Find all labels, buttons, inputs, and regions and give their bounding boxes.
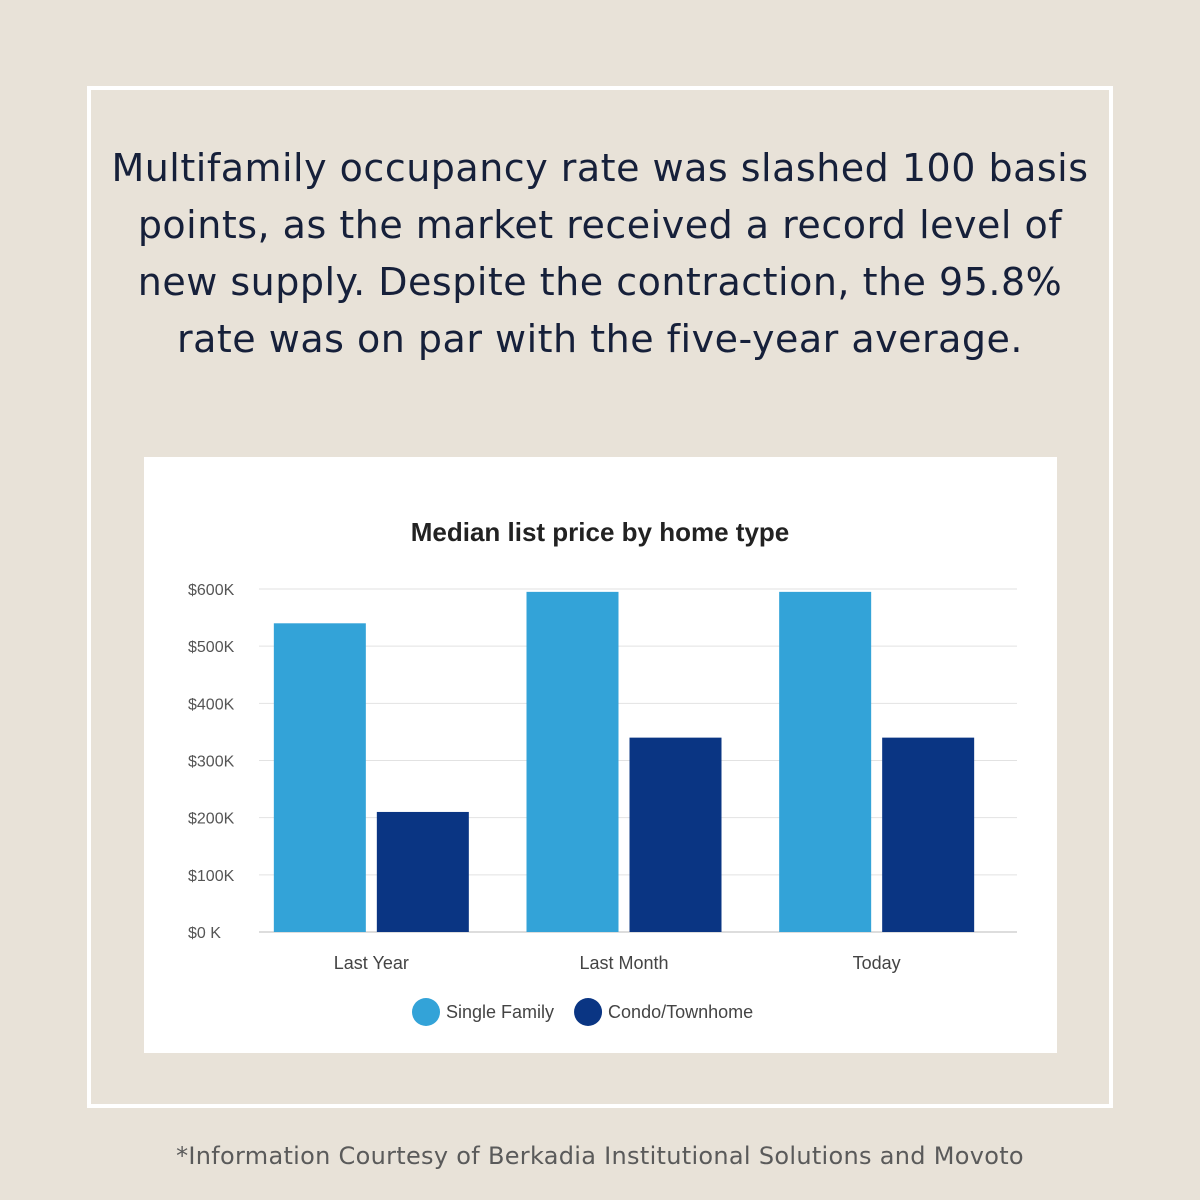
y-tick-label: $500K xyxy=(188,639,235,656)
legend-label: Single Family xyxy=(446,1002,554,1022)
legend-label: Condo/Townhome xyxy=(608,1002,753,1022)
x-category-label: Last Month xyxy=(579,953,668,973)
bar-single-family-today xyxy=(779,591,872,932)
y-tick-label: $100K xyxy=(188,868,235,885)
legend: Single Family Condo/Townhome xyxy=(412,998,753,1026)
decorative-frame xyxy=(87,86,1113,1108)
bar-single-family-last-month xyxy=(526,591,619,932)
chart-card: Median list price by home type $0 K $100K… xyxy=(144,457,1057,1053)
headline-text: Multifamily occupancy rate was slashed 1… xyxy=(111,146,1089,361)
y-tick-label: $200K xyxy=(188,811,235,828)
x-category-label: Last Year xyxy=(334,953,409,973)
bar-condo-townhome-today xyxy=(882,737,975,932)
source-footnote: *Information Courtesy of Berkadia Instit… xyxy=(176,1142,1024,1170)
bar-chart: Median list price by home type $0 K $100K… xyxy=(188,517,1017,1026)
y-tick-label: $600K xyxy=(188,582,235,599)
y-tick-label: $300K xyxy=(188,754,235,771)
bar-single-family-last-year xyxy=(273,623,366,932)
y-tick-label: $400K xyxy=(188,696,235,713)
bar-condo-townhome-last-month xyxy=(629,737,722,932)
y-tick-label: $0 K xyxy=(188,925,221,942)
bar-condo-townhome-last-year xyxy=(376,811,469,932)
legend-swatch xyxy=(412,998,440,1026)
x-category-label: Today xyxy=(853,953,901,973)
bars xyxy=(273,591,975,932)
x-axis-categories: Last Year Last Month Today xyxy=(334,953,901,973)
y-axis-ticks: $0 K $100K $200K $300K $400K $500K $600K xyxy=(188,582,235,942)
chart-title: Median list price by home type xyxy=(411,517,790,547)
legend-swatch xyxy=(574,998,603,1026)
